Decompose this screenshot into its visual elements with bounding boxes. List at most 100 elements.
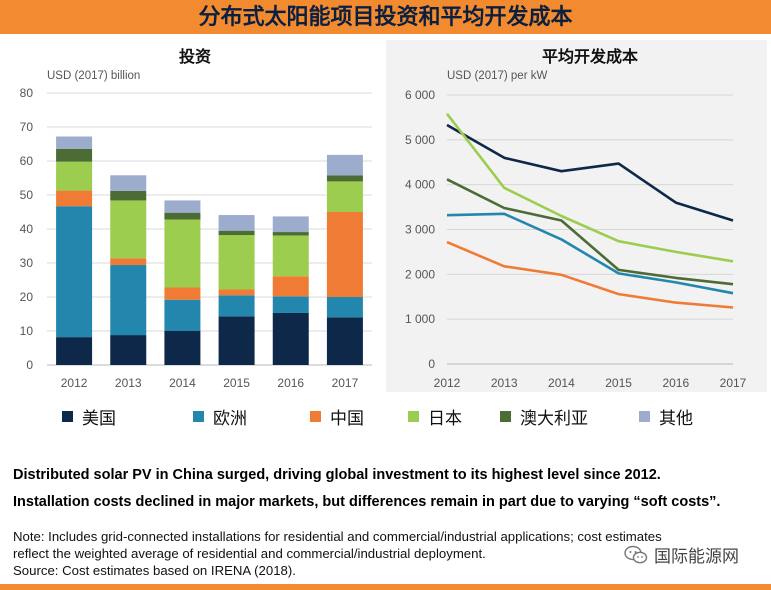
bar-segment [164,331,201,365]
y-tick-label: 3 000 [405,223,435,237]
y-tick-label: 1 000 [405,312,435,326]
investment-x-tick-labels: 2012 2013 2014 2015 2016 2017 [61,376,359,390]
bar-segment [272,232,309,236]
investment-bars [56,136,363,365]
investment-y-unit: USD (2017) billion [47,70,140,82]
cost-chart-title: 平均开发成本 [542,47,638,66]
x-tick-label: 2017 [332,376,359,390]
legend-label: 美国 [82,409,116,428]
y-tick-label: 4 000 [405,178,435,192]
x-tick-label: 2016 [662,376,689,390]
series-line [445,113,734,263]
bar-segment [164,200,201,213]
bar-segment [218,295,255,317]
cost-y-unit: USD (2017) per kW [447,70,547,82]
y-tick-label: 30 [20,256,34,270]
y-tick-label: 0 [428,357,435,371]
bar-segment [218,289,255,296]
bar-segment [272,276,309,297]
bar-segment [218,230,255,236]
bar-segment [326,212,363,297]
series-line [446,123,734,222]
bar-segment [272,235,309,277]
bar-segment [56,190,93,207]
series-line [446,212,734,295]
watermark-text: 国际能源网 [654,547,739,566]
y-tick-label: 50 [20,188,34,202]
bar-segment [110,200,147,259]
y-tick-label: 40 [20,222,34,236]
y-tick-label: 6 000 [405,88,435,102]
bar-segment [326,154,363,176]
bar-segment [272,296,309,313]
legend: 美国 欧洲 中国 日本 澳大利亚 其他 [62,404,722,434]
bar-segment [110,265,147,336]
bar-segment [110,335,147,365]
source-line: Source: Cost estimates based on IRENA (2… [13,563,296,578]
y-tick-label: 2 000 [405,267,435,281]
y-tick-label: 70 [20,120,34,134]
y-tick-label: 5 000 [405,133,435,147]
x-tick-label: 2013 [115,376,142,390]
y-tick-label: 10 [20,324,34,338]
x-tick-label: 2015 [605,376,632,390]
x-tick-label: 2012 [61,376,88,390]
investment-gridlines [47,92,372,366]
y-tick-label: 60 [20,154,34,168]
x-tick-label: 2013 [491,376,518,390]
y-tick-label: 0 [26,358,33,372]
bar-segment [326,175,363,182]
watermark: 国际能源网 [624,542,739,567]
cost-lines [445,113,734,309]
bar-segment [164,299,201,331]
legend-item: 日本 [408,404,462,429]
x-tick-label: 2017 [720,376,747,390]
legend-label: 日本 [428,409,462,428]
investment-y-tick-labels: 0 10 20 30 40 50 60 70 80 [20,86,34,372]
legend-item: 中国 [310,404,364,429]
page-title: 分布式太阳能项目投资和平均开发成本 [0,0,771,34]
x-tick-label: 2014 [169,376,196,390]
wechat-icon [624,545,648,563]
bar-segment [218,235,255,290]
bar-segment [56,206,93,338]
bar-segment [56,161,93,191]
legend-item: 欧洲 [193,404,247,429]
legend-swatch [500,411,511,422]
bar-segment [164,219,201,288]
legend-label: 其他 [659,409,693,428]
note-line-2: reflect the weighted average of resident… [13,546,486,561]
legend-label: 澳大利亚 [520,409,588,428]
y-tick-label: 20 [20,290,34,304]
note-block: Note: Includes grid-connected installati… [13,528,758,579]
legend-swatch [408,411,419,422]
bar-segment [110,175,147,191]
bar-segment [164,212,201,220]
legend-swatch [310,411,321,422]
legend-label: 欧洲 [213,409,247,428]
bar-segment [326,181,363,212]
legend-swatch [639,411,650,422]
legend-item: 澳大利亚 [500,404,588,429]
x-tick-label: 2014 [548,376,575,390]
bar-segment [164,287,201,300]
investment-chart-title: 投资 [179,47,211,66]
legend-label: 中国 [330,409,364,428]
headline-investment: Distributed solar PV in China surged, dr… [13,467,661,483]
bottom-accent-bar [0,584,771,590]
bar-segment [272,312,309,365]
bar-segment [110,190,147,201]
bar-segment [56,136,93,149]
bar-segment [110,258,147,266]
legend-swatch [62,411,73,422]
y-tick-label: 80 [20,86,34,100]
bar-segment [326,317,363,365]
x-tick-label: 2015 [223,376,250,390]
cost-x-tick-labels: 2012 2013 2014 2015 2016 2017 [434,376,747,390]
legend-item: 其他 [639,404,693,429]
note-line-1: Note: Includes grid-connected installati… [13,529,662,544]
x-tick-label: 2016 [277,376,304,390]
series-line [446,178,734,286]
charts-area: 投资 USD (2017) billion 01020304050607080 … [20,40,767,392]
bar-segment [272,216,309,233]
